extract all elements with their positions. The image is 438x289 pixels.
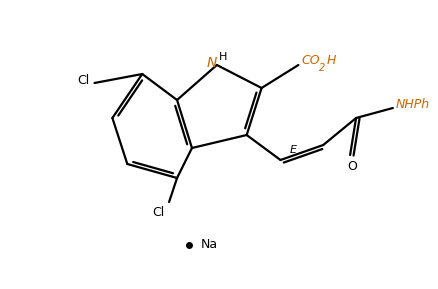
Text: H: H bbox=[218, 52, 227, 62]
Text: H: H bbox=[325, 53, 335, 66]
Text: Na: Na bbox=[201, 238, 218, 251]
Text: Cl: Cl bbox=[78, 73, 90, 86]
Text: NHPh: NHPh bbox=[395, 99, 429, 112]
Text: CO: CO bbox=[301, 53, 319, 66]
Text: Cl: Cl bbox=[152, 205, 164, 218]
Text: E: E bbox=[289, 145, 296, 155]
Text: 2: 2 bbox=[318, 63, 325, 73]
Text: O: O bbox=[346, 160, 356, 173]
Text: N: N bbox=[206, 56, 216, 70]
